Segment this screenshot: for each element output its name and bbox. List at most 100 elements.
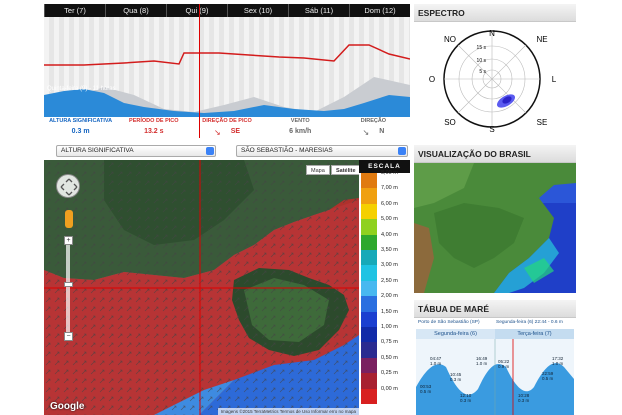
street-view-pegman-icon[interactable] [65,210,73,228]
mare-title: TÁBUA DE MARÉ [414,300,576,318]
legend-swatch [361,219,377,235]
wave-map[interactable]: Mapa Satélite + − Google Imagens ©2015 T… [44,160,359,415]
metric: PERÍODO DE PICO 13.2 s [117,117,190,139]
variable-select[interactable]: ALTURA SIGNIFICATIVA [56,145,216,157]
legend-label: 0,25 m [381,370,398,377]
legend-item: 3,00 m [359,262,410,281]
zoom-slider-handle[interactable] [64,282,73,287]
legend-swatch [361,203,377,220]
tide-port: Porto de São Sebastião (SP) [418,320,480,325]
legend-item: 2,00 m [359,293,410,312]
legend-swatch [361,265,377,281]
location-select[interactable]: SÃO SEBASTIÃO - MARESIAS [236,145,408,157]
legend-item: 0,75 m [359,339,410,358]
ring-label: 5 s [479,69,486,75]
tide-point: 16:49 1.0 m [476,356,488,366]
tide-point: 17:32 1.0 m [552,356,564,366]
legend-label: 8,00 m [381,170,398,176]
legend-label: 0,50 m [381,354,398,361]
day-tab[interactable]: Sex (10) [227,4,288,17]
tide-chart-area[interactable]: Segunda-feira (6) Terça-feira (7) 04:47 1… [416,329,574,415]
tide-point: 22:59 0.5 m [542,371,554,381]
forecast-chart[interactable]: Quinta-feira (9) - 11 horas [44,17,410,117]
tide-day-1: Segunda-feira (6) [416,329,495,339]
legend-swatch [361,327,377,343]
legend-label: 3,00 m [381,262,398,269]
day-tab[interactable]: Dom (12) [349,4,410,17]
legend-item: 8,00 m [359,170,410,189]
zoom-in-button[interactable]: + [64,236,73,245]
brasil-title: VISUALIZAÇÃO DO BRASIL [414,145,576,163]
day-tab[interactable]: Qui (9) [166,4,227,17]
metric: VENTO 6 km/h [264,117,337,139]
legend-label: 1,00 m [381,324,398,330]
satellite-type-button[interactable]: Satélite [331,165,359,175]
arrow-icon: ↘ [213,127,221,137]
tide-point: 05:22 0.9 m [498,359,510,369]
legend-label: 4,00 m [381,231,398,238]
dir-so: SO [444,118,456,127]
legend-swatch [361,188,377,204]
brasil-panel: VISUALIZAÇÃO DO BRASIL [414,145,576,293]
legend-label: 1,50 m [381,308,398,315]
legend-label: 0,00 m [381,385,398,392]
spectrum-polar-plot: N NE L SE S SO O NO 15 s 10 s 5 s [429,29,557,134]
tide-now: Segunda-feira (6) 22:44 - 0.6 m [496,320,563,325]
tide-day-2: Terça-feira (7) [495,329,574,339]
metric: DIREÇÃO DE PICO ↘ SE [190,117,263,139]
legend-swatch [361,311,377,327]
legend-item: 2,50 m [359,278,410,297]
legend-swatch [361,280,377,297]
forecast-chart-label: Quinta-feira (9) - 11 horas [47,86,116,92]
legend-swatch [361,342,377,358]
legend-item: 0,00 m [359,385,410,404]
metrics-row: ALTURA SIGNIFICATIVA 0.3 m PERÍODO DE PICO… [44,117,410,139]
map-image [44,160,359,415]
map-type-button[interactable]: Mapa [306,165,330,175]
legend-item: 6,00 m [359,200,410,220]
legend-item: 0,50 m [359,354,410,374]
tide-point: 12:10 0.3 m [460,393,472,403]
dir-no: NO [444,35,456,44]
pan-control[interactable] [56,174,80,198]
legend-label: 3,50 m [381,247,398,253]
zoom-slider-track[interactable] [66,240,70,336]
ring-label: 10 s [477,58,487,64]
legend-item: 7,00 m [359,185,410,204]
dir-o: O [429,75,435,84]
mare-panel: TÁBUA DE MARÉ Porto de São Sebastião (SP… [414,300,576,415]
metric: ALTURA SIGNIFICATIVA 0.3 m [44,117,117,139]
tide-point: 00:53 0.5 m [420,384,432,394]
metric-label: VENTO [290,118,310,124]
tide-curve-chart [416,339,574,415]
tide-point: 04:47 1.0 m [430,356,442,366]
legend-swatch [361,173,377,189]
legend-item: 4,00 m [359,231,410,250]
chevron-down-icon[interactable] [398,147,406,155]
tide-point: 10:45 0.3 m [450,372,462,382]
metric-label: PERÍODO DE PICO [129,118,179,124]
day-tab[interactable]: Qua (8) [105,4,166,17]
dir-l: L [552,75,557,84]
legend-item: 1,00 m [359,324,410,343]
current-time-marker [199,4,200,138]
legend-label: 6,00 m [381,200,398,207]
legend-swatch [361,357,377,374]
day-header: Ter (7) Qua (8) Qui (9) Sex (10) Sáb (11) Dom… [44,4,410,17]
day-tab[interactable]: Ter (7) [44,4,105,17]
metric-label: DIREÇÃO [360,118,387,124]
page-right-margin [580,0,622,415]
legend-swatch [361,388,377,404]
chevron-down-icon[interactable] [206,147,214,155]
zoom-out-button[interactable]: − [64,332,73,341]
google-logo: Google [50,401,85,412]
brazil-map[interactable] [414,163,576,293]
legend-label: 0,75 m [381,339,398,346]
tide-point: 10:28 0.3 m [518,393,530,403]
day-tab[interactable]: Sáb (11) [288,4,349,17]
ring-label: 15 s [477,45,487,51]
arrow-icon: ↘ [362,127,370,137]
dir-n: N [489,29,495,38]
map-attribution[interactable]: Imagens ©2015 TerraMetrics Termos de Uso… [217,408,359,415]
legend-swatch [361,250,377,266]
